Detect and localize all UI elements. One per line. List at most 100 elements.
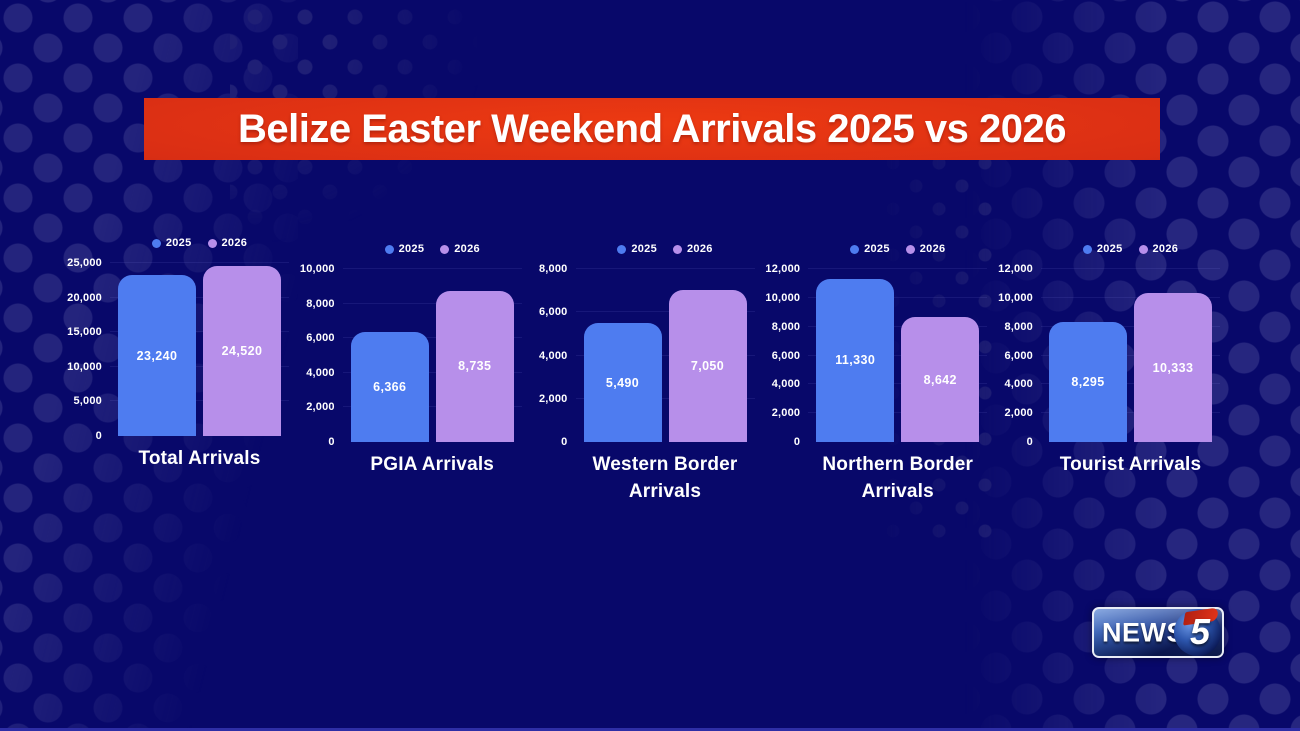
gridline: [1041, 296, 1220, 298]
chart-body: 0 2,000 4,000 6,000 8,000 5,490 7,050: [530, 263, 755, 448]
legend-dot-icon-2025: [617, 244, 627, 254]
logo-five-text: 5: [1189, 611, 1210, 652]
y-tick-label: 0: [1026, 436, 1033, 448]
y-tick-label: 10,000: [299, 263, 335, 275]
chart-body: 0 2,000 4,000 6,000 8,000 10,000 12,000 11,330 8…: [762, 263, 988, 448]
legend-dot-icon-2025: [850, 244, 860, 254]
y-axis: 0 2,000 4,000 6,000 8,000 10,000: [297, 263, 343, 448]
legend-label-2026: 2026: [221, 237, 248, 249]
gridline: [808, 296, 988, 298]
y-tick-label: 4,000: [1004, 378, 1033, 391]
chart-body: 0 2,000 4,000 6,000 8,000 10,000 6,366 8,735: [297, 263, 522, 448]
y-axis: 0 2,000 4,000 6,000 8,000 10,000 12,000: [995, 263, 1041, 448]
legend-label-2025: 2025: [1096, 243, 1123, 255]
y-tick-label: 10,000: [998, 291, 1033, 304]
logo-news-text: NEWS: [1102, 617, 1185, 647]
legend-dot-icon-2026: [440, 244, 450, 254]
gridline: [342, 302, 522, 304]
gridline: [808, 383, 988, 385]
legend-item-2025: 2025: [617, 243, 657, 255]
legend-label-2026: 2026: [454, 243, 480, 255]
bar-value-label: 23,240: [136, 348, 178, 363]
bar-2025-pgia-arrivals: 6,366: [350, 331, 429, 442]
legend-dot-icon-2025: [151, 238, 161, 248]
y-tick-label: 25,000: [67, 257, 102, 269]
chart-tourist-arrivals: 2025 2026 0 2,000 4,000 6,000 8,000 10,000 12,00…: [995, 242, 1220, 505]
bar-2026-northern-border-arrivals: 8,642: [901, 317, 980, 442]
y-axis: 0 5,000 10,000 15,000 20,000 25,000: [64, 257, 110, 442]
legend-item-2025: 2025: [1082, 243, 1123, 255]
y-tick-label: 2,000: [1004, 407, 1033, 420]
y-tick-label: 12,000: [765, 263, 801, 275]
y-tick-label: 4,000: [538, 349, 568, 362]
y-tick-label: 8,000: [538, 263, 568, 275]
bar-value-label: 6,366: [373, 379, 407, 394]
plot-area: 5,490 7,050: [575, 268, 755, 442]
plot-area: 11,330 8,642: [808, 268, 988, 442]
chart-body: 0 5,000 10,000 15,000 20,000 25,000 23,240 24,5…: [64, 257, 289, 442]
y-tick-label: 8,000: [771, 320, 801, 333]
bar-value-label: 8,735: [458, 359, 492, 374]
y-axis: 0 2,000 4,000 6,000 8,000: [530, 263, 576, 448]
y-tick-label: 8,000: [306, 297, 335, 310]
legend-dot-icon-2026: [1138, 244, 1148, 254]
chart-body: 0 2,000 4,000 6,000 8,000 10,000 12,000 8,295 10…: [995, 263, 1220, 448]
bar-value-label: 5,490: [605, 375, 640, 390]
legend-dot-icon-2026: [207, 238, 217, 248]
legend-dot-icon-2025: [1082, 244, 1092, 254]
legend: 2025 2026: [297, 242, 522, 256]
y-tick-label: 0: [561, 436, 568, 448]
chart-total-arrivals: 2025 2026 0 5,000 10,000 15,000 20,000 25,000 23…: [64, 236, 289, 505]
y-tick-label: 6,000: [306, 332, 335, 345]
legend: 2025 2026: [64, 236, 289, 250]
chart-western-border-arrivals: 2025 2026 0 2,000 4,000 6,000 8,000 5,490 7,050 W…: [530, 242, 755, 505]
legend-label-2026: 2026: [919, 243, 946, 255]
y-tick-label: 10,000: [67, 360, 102, 373]
bar-2025-total-arrivals: 23,240: [118, 275, 196, 436]
bar-value-label: 7,050: [690, 358, 725, 373]
bars: 6,366 8,735: [343, 269, 522, 442]
bar-2026-tourist-arrivals: 10,333: [1134, 293, 1212, 442]
legend-item-2025: 2025: [384, 243, 425, 255]
gridline: [575, 354, 755, 356]
legend-dot-icon-2025: [384, 244, 394, 254]
news5-logo: NEWS 5: [1092, 607, 1224, 658]
gridline: [110, 262, 289, 263]
bar-2026-total-arrivals: 24,520: [203, 266, 281, 436]
legend-label-2025: 2025: [864, 243, 890, 255]
plot-area: 6,366 8,735: [342, 268, 522, 442]
legend-item-2026: 2026: [440, 243, 480, 255]
chart-pgia-arrivals: 2025 2026 0 2,000 4,000 6,000 8,000 10,000 6,366…: [297, 242, 522, 505]
legend: 2025 2026: [762, 242, 987, 256]
gridline: [110, 331, 289, 333]
y-tick-label: 2,000: [771, 407, 801, 420]
legend-label-2026: 2026: [1152, 243, 1179, 255]
bar-value-label: 11,330: [835, 353, 876, 368]
chart-title-total-arrivals: Total Arrivals: [138, 448, 261, 469]
title-banner: Belize Easter Weekend Arrivals 2025 vs 2…: [144, 98, 1160, 160]
y-tick-label: 0: [328, 436, 335, 448]
y-tick-label: 15,000: [67, 326, 102, 339]
legend-item-2026: 2026: [673, 243, 713, 255]
gridline: [575, 397, 755, 399]
gridline: [342, 371, 522, 373]
bar-value-label: 24,520: [221, 344, 263, 359]
bar-2025-western-border-arrivals: 5,490: [583, 323, 662, 442]
gridline: [342, 337, 522, 339]
y-tick-label: 5,000: [73, 395, 102, 408]
gridline: [808, 412, 988, 414]
chart-title-western-border-arrivals: Western Border Arrivals: [592, 454, 738, 502]
gridline: [1041, 412, 1220, 414]
bar-2025-northern-border-arrivals: 11,330: [816, 278, 895, 442]
bars: 8,295 10,333: [1041, 269, 1220, 442]
legend-label-2025: 2025: [165, 237, 192, 249]
page-title: Belize Easter Weekend Arrivals 2025 vs 2…: [238, 106, 1066, 151]
gridline: [1041, 383, 1220, 385]
legend: 2025 2026: [530, 242, 755, 256]
chart-northern-border-arrivals: 2025 2026 0 2,000 4,000 6,000 8,000 10,000 12,00…: [762, 242, 988, 505]
y-tick-label: 0: [793, 436, 801, 448]
chart-title-pgia-arrivals: PGIA Arrivals: [370, 454, 495, 475]
y-tick-label: 6,000: [771, 349, 801, 362]
y-tick-label: 2,000: [306, 401, 335, 414]
